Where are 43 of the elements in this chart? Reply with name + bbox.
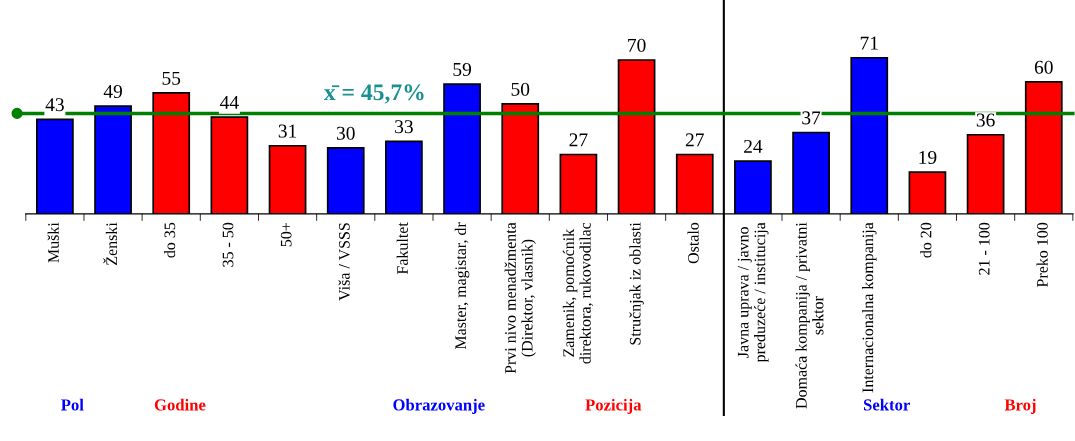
x-tick-label: Ostalo [687,222,699,264]
x-tick-label: 50+ [280,223,292,247]
text: Sektor [863,398,910,411]
x-tick-label: 35 - 50 [222,222,234,267]
data-label: 27 [685,133,704,147]
data-label: 27 [569,133,588,147]
data-label: 50 [511,82,530,96]
x-tick-label: Internacionalna kompanija [862,222,877,393]
data-label: 19 [919,150,937,164]
data-label: 31 [278,124,297,138]
text: Broj [1004,398,1036,414]
data-label: 30 [336,126,355,140]
data-label: 43 [45,98,64,112]
x-tick-label: Ženski [103,222,118,265]
ref-line-label: x̄ = 45,7% [323,84,424,104]
x-tick-label: Viša / VSSS [338,223,350,301]
x-tick-label: do 35 [163,222,176,258]
x-tick-label: Stručnjak iz oblasti [629,222,644,345]
x-tick-label: Preko 100 [1036,222,1048,287]
data-label: 49 [103,84,122,99]
text: Pol [61,398,84,411]
text: Obrazovanje [393,398,485,414]
x-tick-label: Zamenik, pomoćnik direktora, rukovodilac [562,222,594,364]
x-tick-label: 21 - 100 [978,222,990,275]
x-tick-label: Domaća kompanija / privatni sektor [795,222,824,409]
x-tick-label: Fakultet [396,222,408,275]
data-label: 33 [395,120,413,134]
data-label: 59 [453,62,471,77]
x-tick-label: Prvi nivo menadžmenta (Direktor, vlasnik) [504,222,536,374]
data-label: 70 [628,38,646,52]
data-label: 55 [162,71,181,85]
data-label: 36 [976,113,995,127]
data-label: 24 [744,139,763,153]
x-tick-label: Master, magistar, dr [454,222,470,350]
text: Godine [154,398,206,411]
data-label: 44 [220,96,239,109]
data-label: 60 [1034,60,1053,74]
data-label: 71 [860,36,878,50]
x-tick-label: Muški [47,222,59,263]
data-label: 37 [802,111,821,125]
x-tick-label: Javna uprava / javno preduzeće / institucija [737,222,769,363]
x-tick-label: do 20 [920,222,932,258]
text: Pozicija [585,398,642,414]
